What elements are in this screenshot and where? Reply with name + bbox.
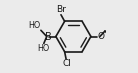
Text: HO: HO [28, 21, 40, 30]
Text: Cl: Cl [62, 59, 71, 68]
Text: HO: HO [37, 44, 50, 53]
Text: B: B [45, 32, 52, 41]
Text: O: O [97, 32, 104, 41]
Text: Br: Br [56, 5, 66, 14]
